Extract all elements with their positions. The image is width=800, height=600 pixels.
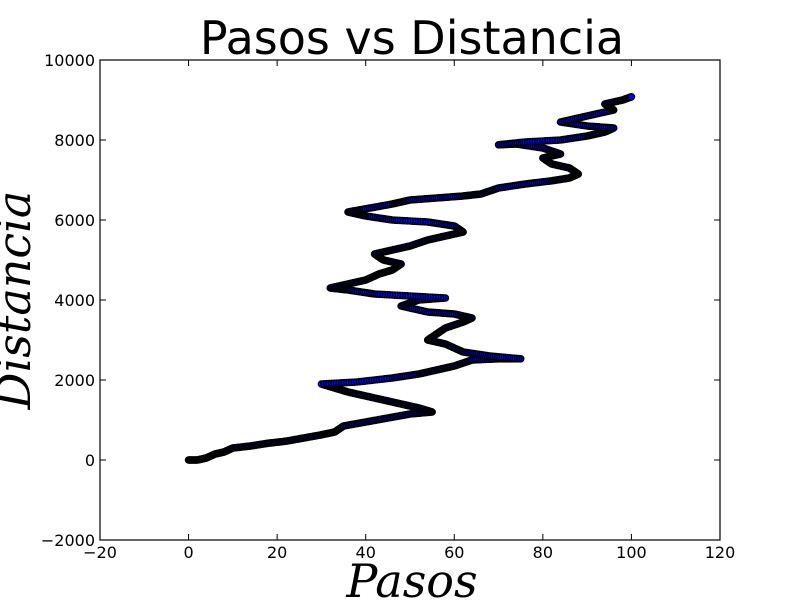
x-tick-label: 120 bbox=[705, 543, 736, 562]
y-tick-label: −2000 bbox=[41, 531, 95, 550]
y-tick-label: 8000 bbox=[54, 131, 95, 150]
y-axis-label: Distancia bbox=[0, 191, 41, 411]
x-tick-label: 60 bbox=[444, 543, 464, 562]
axis-ticks: −20 0 20 40 60 80 100 120 −2000 0 2000 4000 6000 8000… bbox=[41, 51, 735, 562]
x-tick-label: 80 bbox=[533, 543, 553, 562]
x-tick-label: 20 bbox=[267, 543, 287, 562]
x-tick-label: 0 bbox=[183, 543, 193, 562]
x-tick-label: 100 bbox=[616, 543, 647, 562]
scatter-points bbox=[184, 93, 636, 464]
y-tick-label: 10000 bbox=[44, 51, 95, 70]
x-tick-label: −20 bbox=[83, 543, 117, 562]
y-tick-label: 0 bbox=[85, 451, 95, 470]
chart-title: Pasos vs Distancia bbox=[200, 11, 624, 65]
scatter-point bbox=[627, 93, 636, 101]
x-axis-label: Pasos bbox=[345, 554, 477, 600]
y-tick-label: 2000 bbox=[54, 371, 95, 390]
y-tick-label: 6000 bbox=[54, 211, 95, 230]
x-tick-label: 40 bbox=[356, 543, 376, 562]
y-tick-label: 4000 bbox=[54, 291, 95, 310]
